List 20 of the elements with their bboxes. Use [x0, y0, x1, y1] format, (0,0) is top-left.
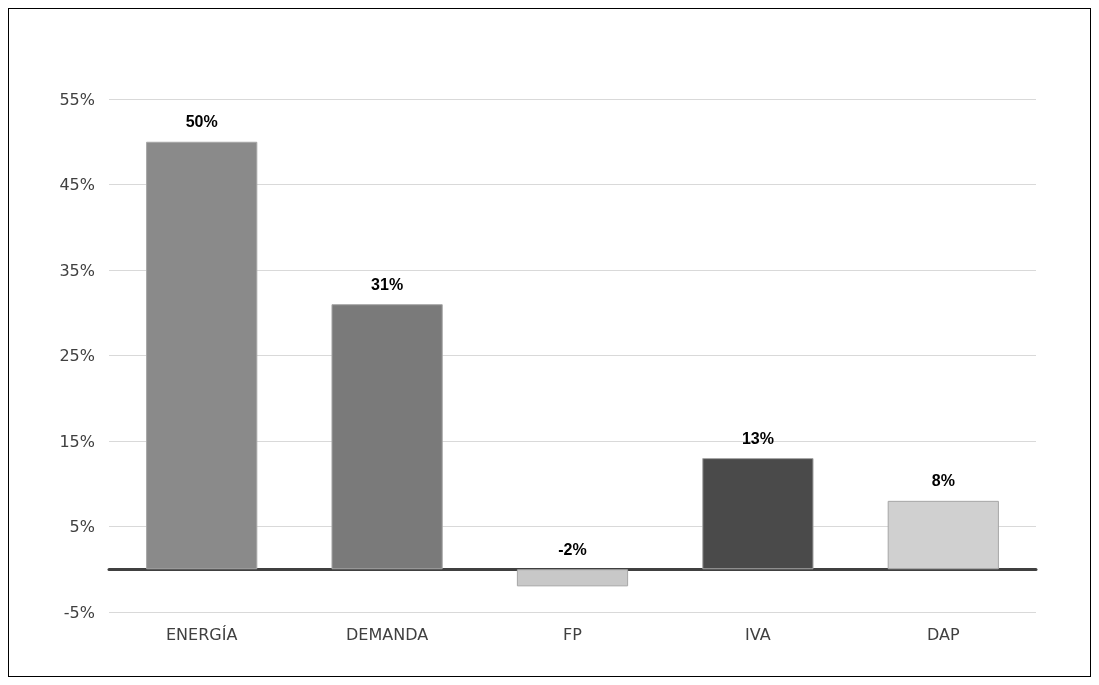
y-tick-label: 35% — [59, 260, 95, 280]
x-tick-label: DAP — [926, 624, 960, 644]
y-tick-label: 55% — [59, 89, 95, 109]
x-tick-label: IVA — [745, 624, 771, 644]
y-tick-label: -5% — [63, 602, 95, 622]
y-tick-label: 45% — [59, 175, 95, 194]
y-tick-label: 15% — [59, 431, 95, 451]
bar — [146, 141, 258, 570]
bar — [516, 569, 629, 587]
x-tick-label: DEMANDA — [346, 624, 429, 644]
data-label: 50% — [185, 113, 218, 131]
x-tick-label: FP — [563, 624, 583, 644]
data-label: 8% — [931, 472, 955, 490]
y-tick-label: 5% — [69, 517, 95, 536]
x-tick-label: ENERGÍA — [166, 624, 238, 644]
y-tick-label: 25% — [59, 346, 95, 365]
bar — [331, 304, 443, 570]
data-label: 31% — [371, 275, 404, 293]
data-label: 13% — [741, 429, 774, 447]
data-label: -2% — [558, 540, 587, 558]
